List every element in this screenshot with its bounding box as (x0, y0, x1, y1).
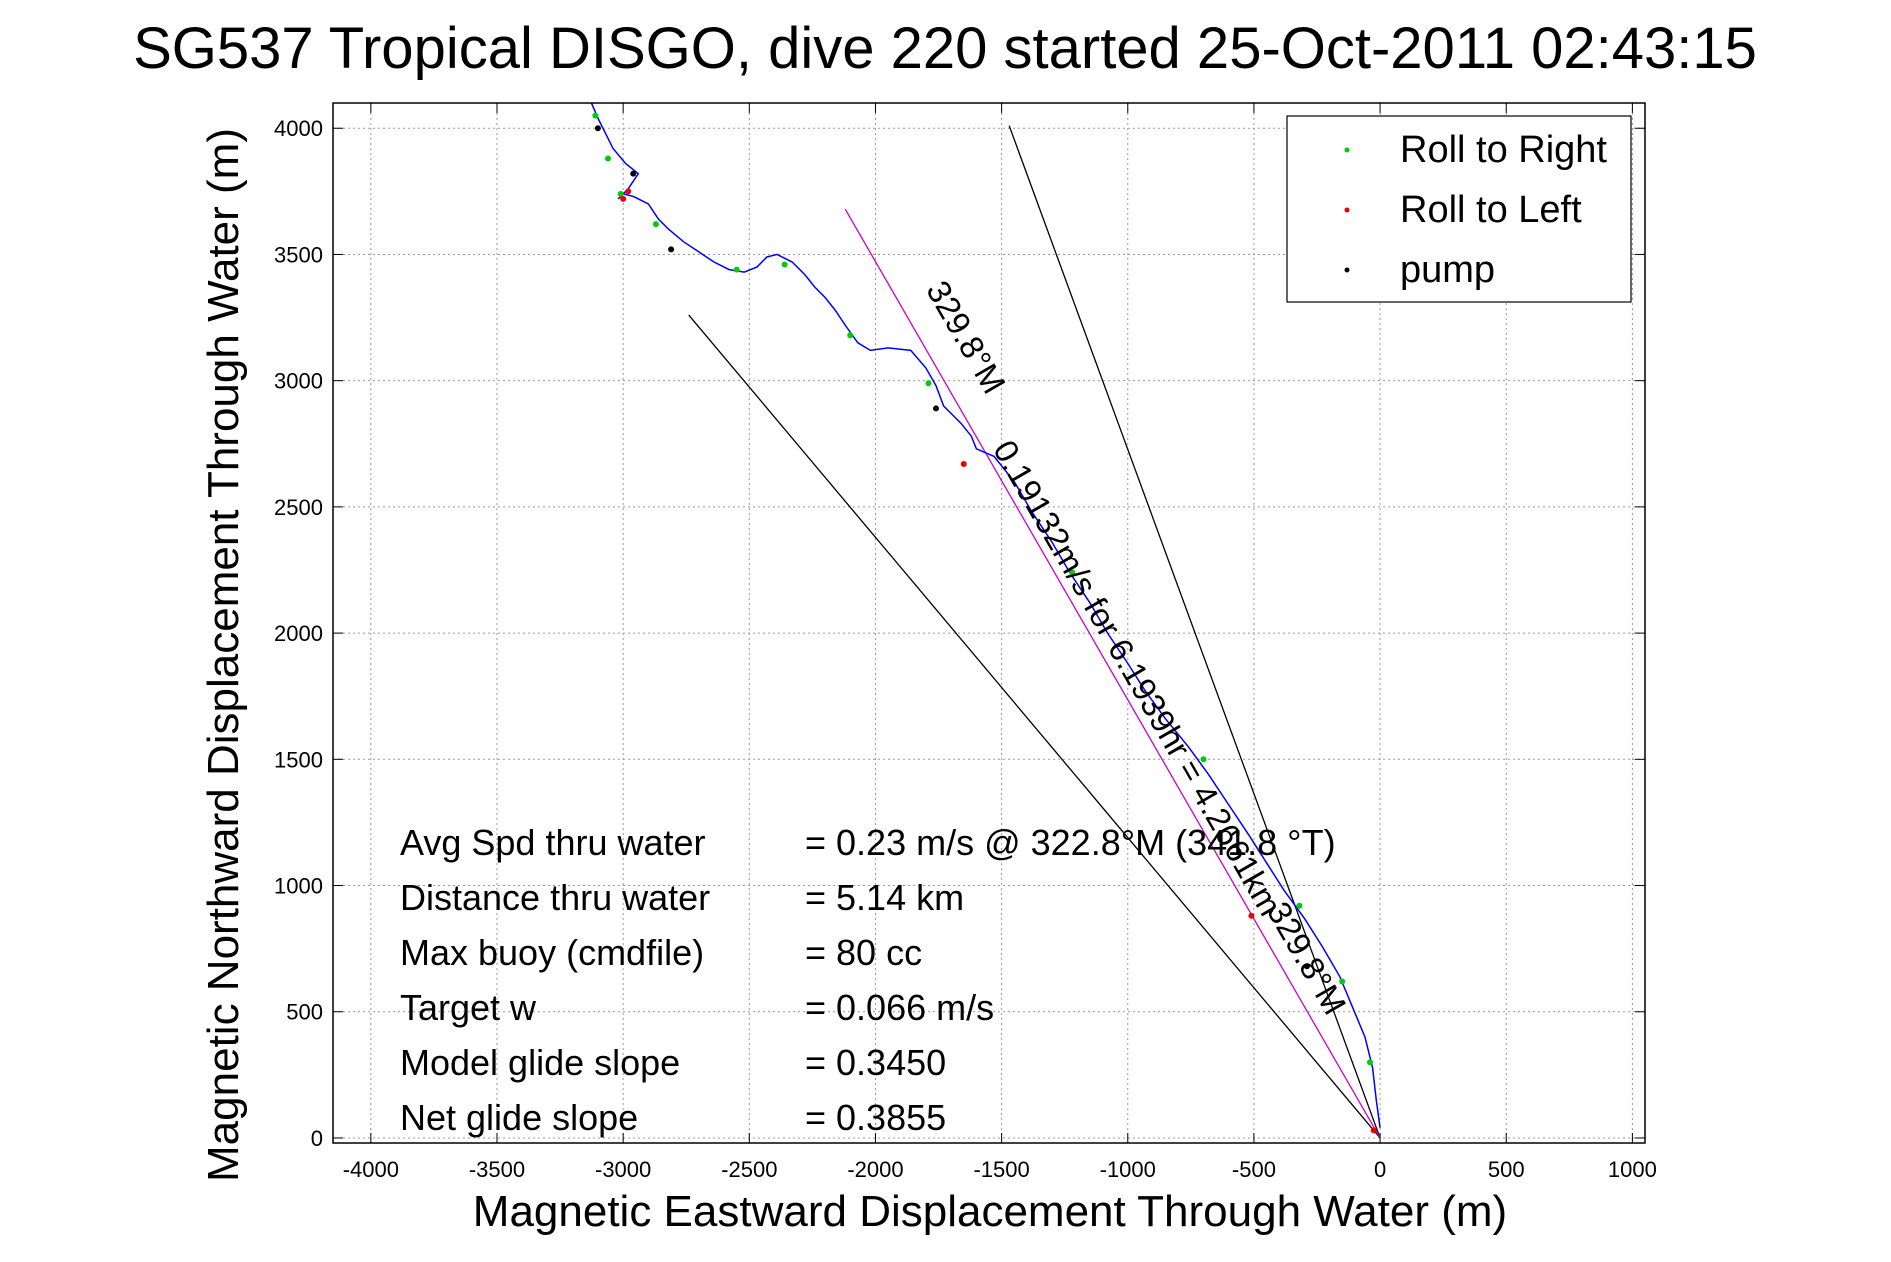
x-tick-label: 0 (1374, 1157, 1386, 1182)
x-tick-label: -4000 (343, 1157, 399, 1182)
y-tick-label: 3000 (274, 369, 323, 394)
x-axis-label: Magnetic Eastward Displacement Through W… (473, 1187, 1507, 1236)
stat-value: = 80 cc (805, 932, 922, 973)
pump-point (594, 125, 601, 132)
pump-point (630, 170, 637, 177)
roll-to-right-point (617, 190, 624, 197)
x-tick-label: 500 (1488, 1157, 1525, 1182)
stat-label: Max buoy (cmdfile) (400, 932, 704, 973)
legend-marker (1344, 207, 1350, 213)
roll-to-right-point (925, 380, 932, 387)
stat-label: Net glide slope (400, 1097, 638, 1138)
roll-to-right-point (1296, 902, 1303, 909)
legend-label: pump (1400, 249, 1495, 291)
y-tick-label: 2000 (274, 621, 323, 646)
y-tick-label: 0 (311, 1126, 323, 1151)
track-lines (590, 103, 1381, 1128)
stats-block: Avg Spd thru water = 0.23 m/s @ 322.8°M (… (400, 822, 1336, 1138)
legend-marker (1344, 267, 1350, 273)
stat-value: = 0.23 m/s @ 322.8°M (341.8 °T) (805, 822, 1336, 863)
legend-label: Roll to Right (1400, 129, 1607, 171)
y-tick-label: 1500 (274, 747, 323, 772)
stat-value: = 0.3450 (805, 1042, 946, 1083)
x-axis-ticks: -4000 -3500 -3000 -2500 -2000 -1500 -1000 -500 0… (343, 103, 1657, 1182)
x-tick-label: -1500 (973, 1157, 1029, 1182)
plot-frame (332, 102, 1646, 1144)
x-tick-label: -1000 (1100, 1157, 1156, 1182)
reference-line (1008, 125, 1381, 1139)
roll-to-right-point (592, 112, 599, 119)
reference-lines (688, 125, 1381, 1139)
track-line (590, 103, 1381, 1128)
legend: Roll to Right Roll to Left pump (1286, 115, 1632, 303)
reference-line (688, 314, 1381, 1139)
roll-to-right-point (1200, 756, 1207, 763)
roll-to-right-point (1366, 1059, 1373, 1066)
x-tick-label: -500 (1232, 1157, 1276, 1182)
roll-to-left-point (1248, 912, 1255, 919)
y-tick-label: 4000 (274, 116, 323, 141)
x-tick-label: 1000 (1608, 1157, 1657, 1182)
stat-value: = 0.3855 (805, 1097, 946, 1138)
x-tick-label: -3000 (595, 1157, 651, 1182)
roll-to-right-point (847, 332, 854, 339)
pump-point (1303, 963, 1310, 970)
legend-marker (1344, 147, 1350, 153)
y-tick-label: 2500 (274, 495, 323, 520)
roll-to-left-point (1370, 1127, 1377, 1134)
roll-to-right-point (733, 266, 740, 273)
pump-point (933, 405, 940, 412)
roll-to-right-point (652, 221, 659, 228)
roll-to-right-point (781, 261, 788, 268)
y-axis-ticks: 0 500 1000 1500 2000 2500 3000 3500 4000 (274, 116, 1645, 1151)
y-axis-label: Magnetic Northward Displacement Through … (199, 128, 248, 1182)
roll-to-left-point (960, 460, 967, 467)
reference-line (844, 208, 1381, 1139)
roll-to-right-point (605, 155, 612, 162)
x-tick-label: -3500 (469, 1157, 525, 1182)
y-tick-label: 1000 (274, 874, 323, 899)
stat-value: = 5.14 km (805, 877, 964, 918)
x-tick-label: -2000 (847, 1157, 903, 1182)
stat-label: Avg Spd thru water (400, 822, 706, 863)
roll-to-right-point (1069, 569, 1076, 576)
y-tick-label: 3500 (274, 242, 323, 267)
stat-label: Distance thru water (400, 877, 710, 918)
x-tick-label: -2500 (721, 1157, 777, 1182)
chart-title: SG537 Tropical DISGO, dive 220 started 2… (133, 16, 1757, 81)
roll-to-right-point (1339, 978, 1346, 985)
event-markers (592, 112, 1377, 1134)
stat-value: = 0.066 m/s (805, 987, 994, 1028)
legend-label: Roll to Left (1400, 189, 1582, 231)
stat-label: Model glide slope (400, 1042, 680, 1083)
roll-to-left-point (620, 195, 627, 202)
y-tick-label: 500 (286, 1000, 323, 1025)
grid (333, 103, 1645, 1143)
roll-to-left-point (625, 188, 632, 195)
legend-box (1286, 115, 1632, 303)
pump-point (668, 246, 675, 253)
stat-label: Target w (400, 987, 537, 1028)
